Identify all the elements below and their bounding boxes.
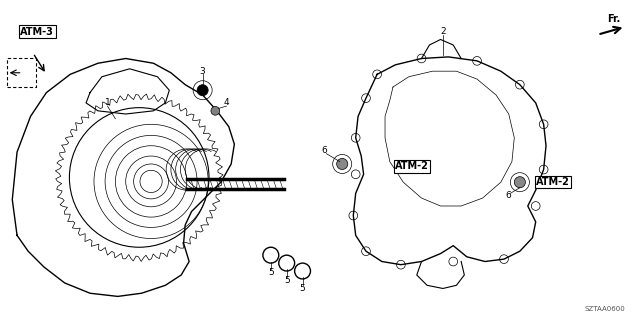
Text: 5: 5	[268, 268, 274, 277]
Text: SZTAA0600: SZTAA0600	[584, 306, 625, 312]
Text: 6: 6	[321, 146, 327, 155]
Text: ATM-2: ATM-2	[396, 161, 429, 171]
Text: 5: 5	[300, 284, 305, 293]
Text: 6: 6	[506, 191, 511, 200]
Circle shape	[515, 177, 525, 188]
Text: 5: 5	[284, 276, 289, 285]
Circle shape	[197, 85, 208, 96]
Text: 3: 3	[200, 67, 205, 76]
Circle shape	[211, 107, 220, 115]
Text: 2: 2	[440, 27, 445, 36]
Text: 4: 4	[223, 99, 229, 108]
Text: ATM-2: ATM-2	[536, 177, 570, 187]
Circle shape	[337, 158, 348, 170]
Text: Fr.: Fr.	[607, 13, 620, 24]
Text: ATM-3: ATM-3	[20, 27, 54, 36]
Text: 1: 1	[104, 99, 110, 108]
